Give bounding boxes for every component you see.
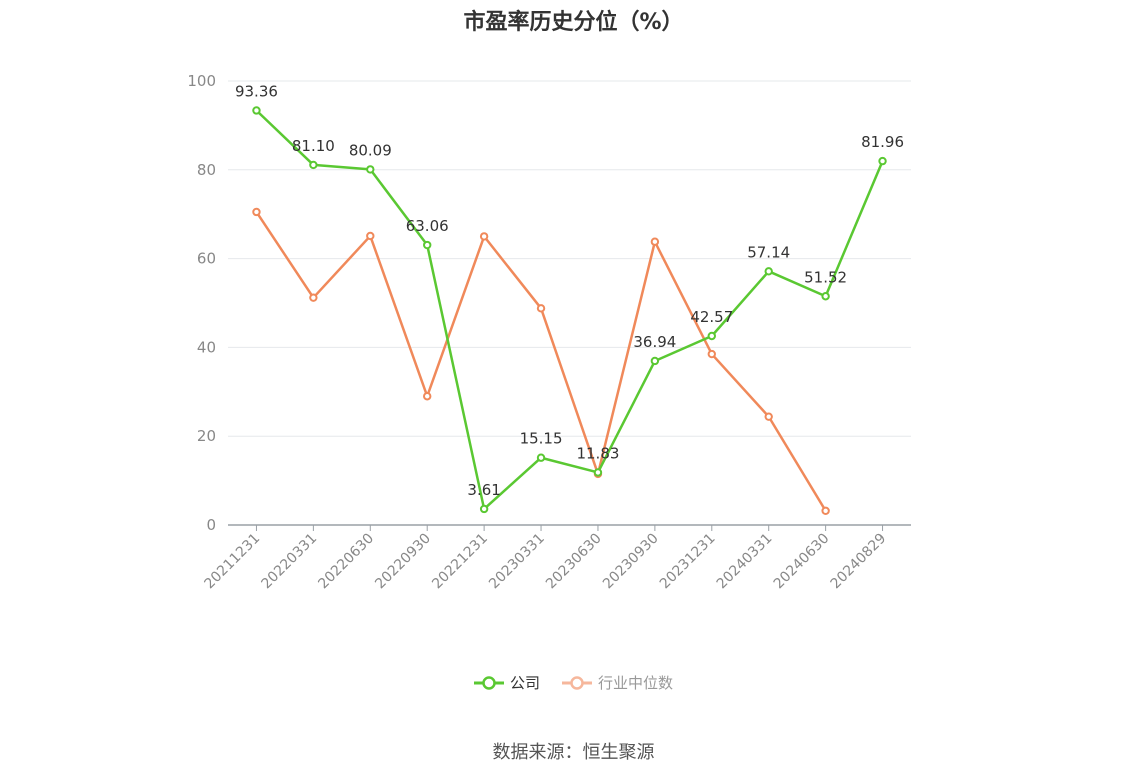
data-point-company xyxy=(707,331,716,341)
data-point-industry xyxy=(252,207,261,217)
data-point-industry xyxy=(650,237,660,246)
data-point-company xyxy=(366,165,375,174)
legend-label-industry: 行业中位数 xyxy=(598,674,674,692)
data-label-company: 57.14 xyxy=(747,243,790,261)
data-label-company: 51.52 xyxy=(804,268,847,286)
y-tick-label: 100 xyxy=(187,72,216,90)
x-tick-label: 20240630 xyxy=(771,531,833,593)
series-line-company xyxy=(255,109,884,511)
data-point-industry xyxy=(366,231,375,241)
chart-title: 市盈率历史分位（%） xyxy=(463,10,684,35)
x-tick-label: 20240331 xyxy=(714,531,776,593)
legend-label-company: 公司 xyxy=(509,674,540,692)
data-point-industry xyxy=(707,349,716,359)
data-label-company: 81.96 xyxy=(861,133,904,151)
data-point-industry xyxy=(479,232,489,241)
data-point-company xyxy=(479,504,489,514)
data-label-company: 3.61 xyxy=(467,481,500,499)
data-point-company xyxy=(536,453,546,462)
data-point-industry xyxy=(764,412,773,421)
series-line-industry xyxy=(255,211,827,512)
data-point-company xyxy=(878,156,887,166)
data-point-company xyxy=(423,240,432,250)
data-label-company: 36.94 xyxy=(633,333,676,351)
y-tick-label: 40 xyxy=(197,338,216,356)
legend-line-circle-icon xyxy=(473,675,504,690)
x-tick-label: 20240829 xyxy=(828,531,890,593)
data-point-company xyxy=(821,292,830,301)
data-point-industry xyxy=(536,304,546,313)
data-label-company: 63.06 xyxy=(406,217,449,235)
y-tick-label: 0 xyxy=(206,516,216,534)
legend-line-circle-icon xyxy=(562,675,592,690)
x-tick-label: 20211231 xyxy=(202,531,264,593)
legend-item-industry[interactable]: 行业中位数 xyxy=(562,672,673,693)
x-tick-label: 20220930 xyxy=(372,531,434,593)
data-label-company: 81.10 xyxy=(292,137,335,155)
legend-item-company[interactable]: 公司 xyxy=(473,672,540,693)
data-point-industry xyxy=(309,293,318,302)
y-tick-label: 60 xyxy=(197,250,216,268)
data-point-industry xyxy=(821,506,830,515)
data-label-company: 15.15 xyxy=(520,430,563,448)
data-point-company xyxy=(650,356,660,366)
x-tick-label: 20220630 xyxy=(315,531,377,593)
data-point-company xyxy=(764,267,773,276)
data-label-company: 11.83 xyxy=(576,444,619,462)
y-tick-label: 20 xyxy=(197,427,216,445)
x-tick-label: 20220331 xyxy=(258,531,320,593)
data-point-company xyxy=(252,106,261,115)
x-tick-label: 20231231 xyxy=(657,531,719,593)
data-label-company: 80.09 xyxy=(349,141,392,159)
data-point-industry xyxy=(423,392,432,401)
legend: 公司 行业中位数 xyxy=(0,672,1147,693)
y-tick-label: 80 xyxy=(197,161,216,179)
x-tick-label: 20221231 xyxy=(429,531,491,593)
data-point-company xyxy=(309,160,318,170)
data-label-company: 42.57 xyxy=(690,308,733,326)
x-tick-label: 20230930 xyxy=(600,531,662,593)
source-note: 数据来源：恒生聚源 xyxy=(492,742,655,763)
x-tick-label: 20230331 xyxy=(486,531,548,593)
data-label-company: 93.36 xyxy=(235,82,278,100)
data-point-company xyxy=(593,468,603,477)
x-tick-label: 20230630 xyxy=(543,531,605,593)
